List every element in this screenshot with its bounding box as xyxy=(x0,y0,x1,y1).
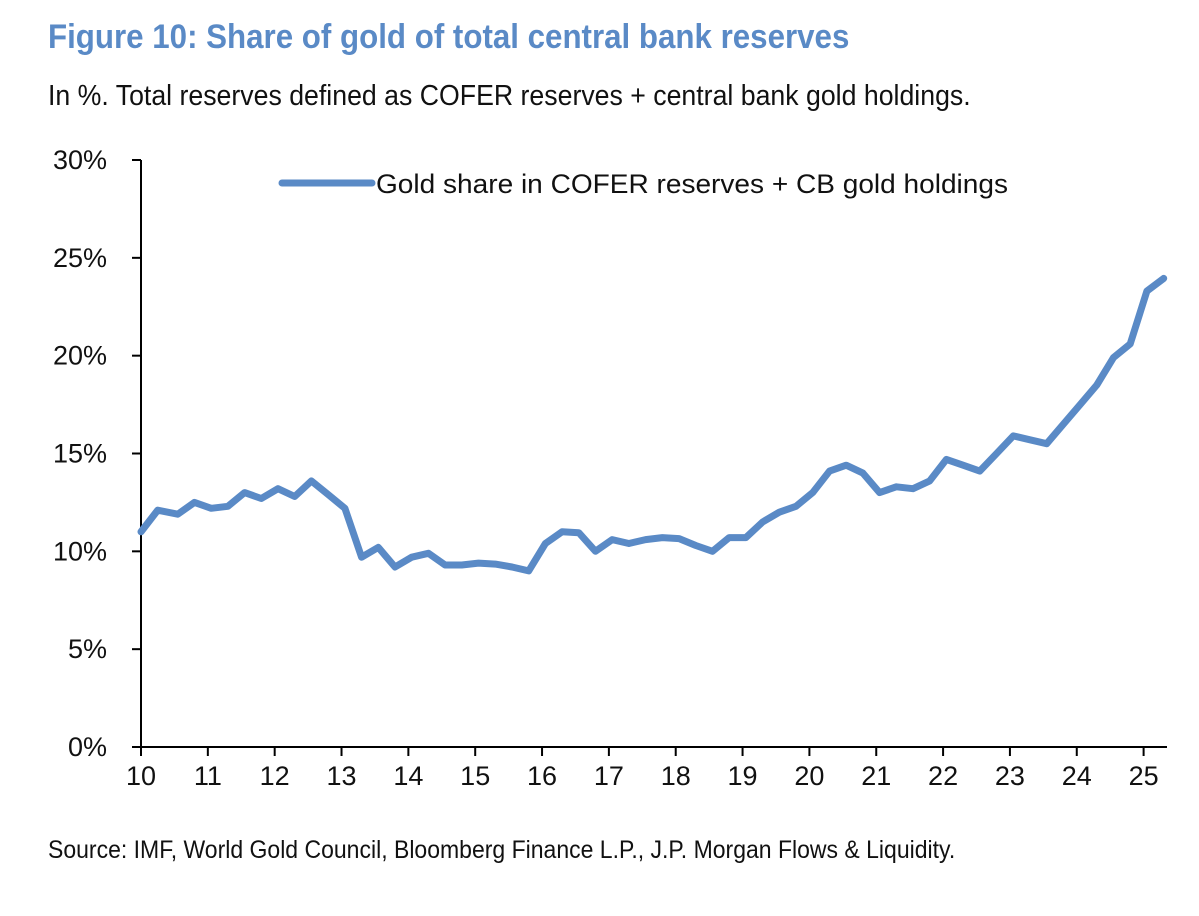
x-tick-label: 22 xyxy=(928,761,958,791)
legend-label: Gold share in COFER reserves + CB gold h… xyxy=(376,169,1008,199)
x-tick-label: 16 xyxy=(527,761,557,791)
legend: Gold share in COFER reserves + CB gold h… xyxy=(278,169,1008,199)
y-tick-label: 30% xyxy=(53,145,107,175)
y-tick-label: 10% xyxy=(53,536,107,566)
x-tick-label: 18 xyxy=(661,761,691,791)
x-tick-label: 10 xyxy=(126,761,156,791)
x-tick-label: 19 xyxy=(728,761,758,791)
x-tick-label: 15 xyxy=(460,761,490,791)
y-axis-tick-labels: 0% 5% 10% 15% 20% 25% 30% xyxy=(53,145,107,762)
chart-axes xyxy=(132,159,1167,756)
x-tick-label: 12 xyxy=(260,761,290,791)
x-tick-label: 14 xyxy=(393,761,423,791)
y-tick-label: 5% xyxy=(68,634,107,664)
y-tick-label: 25% xyxy=(53,243,107,273)
y-tick-label: 20% xyxy=(53,341,107,371)
x-tick-label: 13 xyxy=(326,761,356,791)
x-tick-label: 23 xyxy=(995,761,1025,791)
x-tick-label: 25 xyxy=(1129,761,1159,791)
chart-subtitle: In %. Total reserves defined as COFER re… xyxy=(48,80,971,112)
x-axis-tick-labels: 10 11 12 13 14 15 16 17 18 19 20 21 22 23 24 25 xyxy=(126,761,1159,791)
series-line-gold-share xyxy=(137,274,1168,575)
x-tick-label: 21 xyxy=(861,761,891,791)
y-tick-label: 0% xyxy=(68,732,107,762)
x-tick-label: 20 xyxy=(794,761,824,791)
x-tick-label: 11 xyxy=(194,761,222,791)
source-note: Source: IMF, World Gold Council, Bloombe… xyxy=(48,836,956,864)
chart-title: Figure 10: Share of gold of total centra… xyxy=(48,18,850,56)
x-tick-label: 17 xyxy=(594,761,624,791)
y-tick-label: 15% xyxy=(53,439,107,469)
x-tick-label: 24 xyxy=(1062,761,1092,791)
